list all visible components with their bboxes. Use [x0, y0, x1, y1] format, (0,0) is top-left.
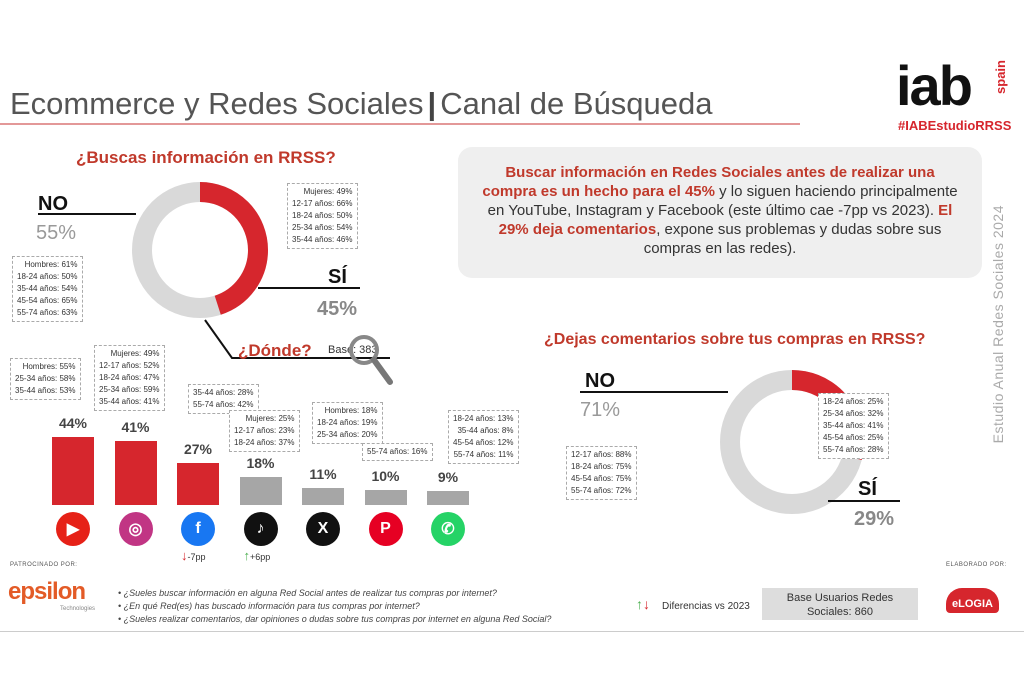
side-study-title: Estudio Anual Redes Sociales 2024: [990, 205, 1006, 444]
q2-si-pct: 29%: [854, 508, 895, 530]
bar-pinterest: [364, 489, 407, 505]
q1-si-pct: 45%: [317, 298, 358, 320]
youtube-icon: ▶: [56, 512, 90, 546]
info-highlight-1: Buscar información en Redes Sociales ant…: [482, 164, 935, 200]
title-separator: |: [427, 86, 437, 121]
pinterest-icon: P: [368, 512, 403, 546]
footer-rule: [0, 631, 1024, 632]
iab-logo-spain: spain: [993, 60, 1008, 94]
q2-no-label: NO: [585, 370, 615, 392]
info-highlight-2: El 29% deja comentarios: [498, 202, 953, 238]
instagram-icon: ◎: [118, 512, 153, 546]
bar-x: [302, 487, 344, 505]
q2-question: ¿Dejas comentarios sobre tus compras en …: [544, 331, 926, 348]
change-indicator: ↓-7pp: [181, 548, 206, 563]
page-title: Ecommerce y Redes Sociales | Canal de Búsq…: [10, 86, 713, 122]
bar-label: 10%: [371, 467, 400, 484]
survey-question: • ¿Sueles realizar comentarios, dar opin…: [118, 614, 552, 624]
x-icon: X: [306, 512, 340, 546]
elogia-logo: eLOGIA: [946, 588, 999, 613]
change-indicator: ↑+6pp: [243, 548, 271, 563]
q2-si-breakdown: 18-24 años: 25% 25-34 años: 32% 35-44 años…: [818, 393, 889, 459]
platform-breakdown: Hombres: 18% 18-24 años: 19% 25-34 años: 2…: [312, 402, 383, 444]
donde-leader: [204, 319, 390, 359]
made-by-label: ELABORADO POR:: [946, 562, 1007, 568]
title-main: Ecommerce y Redes Sociales: [10, 86, 424, 121]
diff-arrows-icon: ↑↓: [636, 596, 650, 612]
bar-label: 27%: [183, 441, 213, 458]
facebook-icon: f: [181, 512, 215, 546]
q1-si-label: SÍ: [328, 266, 347, 288]
q1-no-breakdown: Hombres: 61% 18-24 años: 50% 35-44 años: 5…: [12, 256, 83, 322]
diff-legend: Diferencias vs 2023: [662, 601, 750, 612]
tiktok-icon: ♪: [243, 512, 278, 546]
bar-whatsapp: [427, 491, 469, 505]
q1-donut-si: [132, 182, 268, 318]
bar-tiktok: [239, 477, 282, 505]
title-sub: Canal de Búsqueda: [440, 86, 713, 121]
q2-si-label: SÍ: [858, 478, 877, 500]
q1-question: ¿Buscas información en RRSS?: [76, 148, 336, 167]
title-underline: [0, 123, 800, 125]
whatsapp-icon: ✆: [431, 512, 465, 546]
q1-si-breakdown: Mujeres: 49% 12-17 años: 66% 18-24 años: 5…: [287, 183, 358, 249]
epsilon-logo-sub: Technologies: [60, 606, 96, 612]
platform-breakdown: 18-24 años: 13% 35-44 años: 8% 45-54 años:…: [448, 410, 519, 464]
platform-breakdown: Mujeres: 25% 12-17 años: 23% 18-24 años: 3…: [229, 410, 300, 452]
platform-breakdown: Mujeres: 49% 12-17 años: 52% 18-24 años: 4…: [94, 345, 165, 411]
bar-label: 18%: [246, 455, 275, 472]
bar-label: 9%: [437, 469, 459, 486]
q1-no-pct: 55%: [36, 222, 77, 244]
bar-label: 44%: [58, 414, 88, 431]
platform-breakdown: 35-44 años: 28% 55-74 años: 42%: [188, 384, 259, 414]
base-box: Base Usuarios Redes Sociales: 860: [762, 588, 918, 620]
magnifier-icon: [349, 335, 393, 385]
q2-no-breakdown: 12-17 años: 88% 18-24 años: 75% 45-54 años…: [566, 446, 637, 500]
bar-label: 11%: [309, 465, 337, 482]
info-box: [458, 147, 982, 278]
survey-question: • ¿Sueles buscar información en alguna R…: [118, 588, 497, 598]
bar-instagram: [114, 441, 157, 505]
q1-no-label: NO: [38, 193, 68, 215]
info-body-2: , expone sus problemas y dudas sobre sus…: [643, 221, 942, 257]
q1-donut-chart: [38, 182, 390, 359]
info-body-1: y lo siguen haciendo principalmente en Y…: [487, 183, 958, 219]
q2-no-pct: 71%: [580, 399, 621, 421]
iab-logo: iab: [896, 54, 973, 117]
bar-youtube: [52, 436, 94, 505]
epsilon-logo: epsilon: [8, 578, 86, 605]
platform-breakdown: Hombres: 55% 25-34 años: 58% 35-44 años: 5…: [10, 358, 81, 400]
bar-facebook: [177, 463, 219, 505]
hashtag: #IABEstudioRRSS: [898, 118, 1012, 133]
bar-label: 41%: [121, 419, 150, 436]
donde-label: ¿Dónde?: [238, 341, 312, 360]
sponsored-label: PATROCINADO POR:: [10, 562, 78, 568]
survey-questions: • ¿Sueles buscar información en alguna R…: [118, 587, 551, 626]
survey-question: • ¿En qué Red(es) has buscado informació…: [118, 601, 420, 611]
info-text: Buscar información en Redes Sociales ant…: [478, 163, 962, 258]
platform-breakdown: 55-74 años: 16%: [362, 443, 433, 461]
